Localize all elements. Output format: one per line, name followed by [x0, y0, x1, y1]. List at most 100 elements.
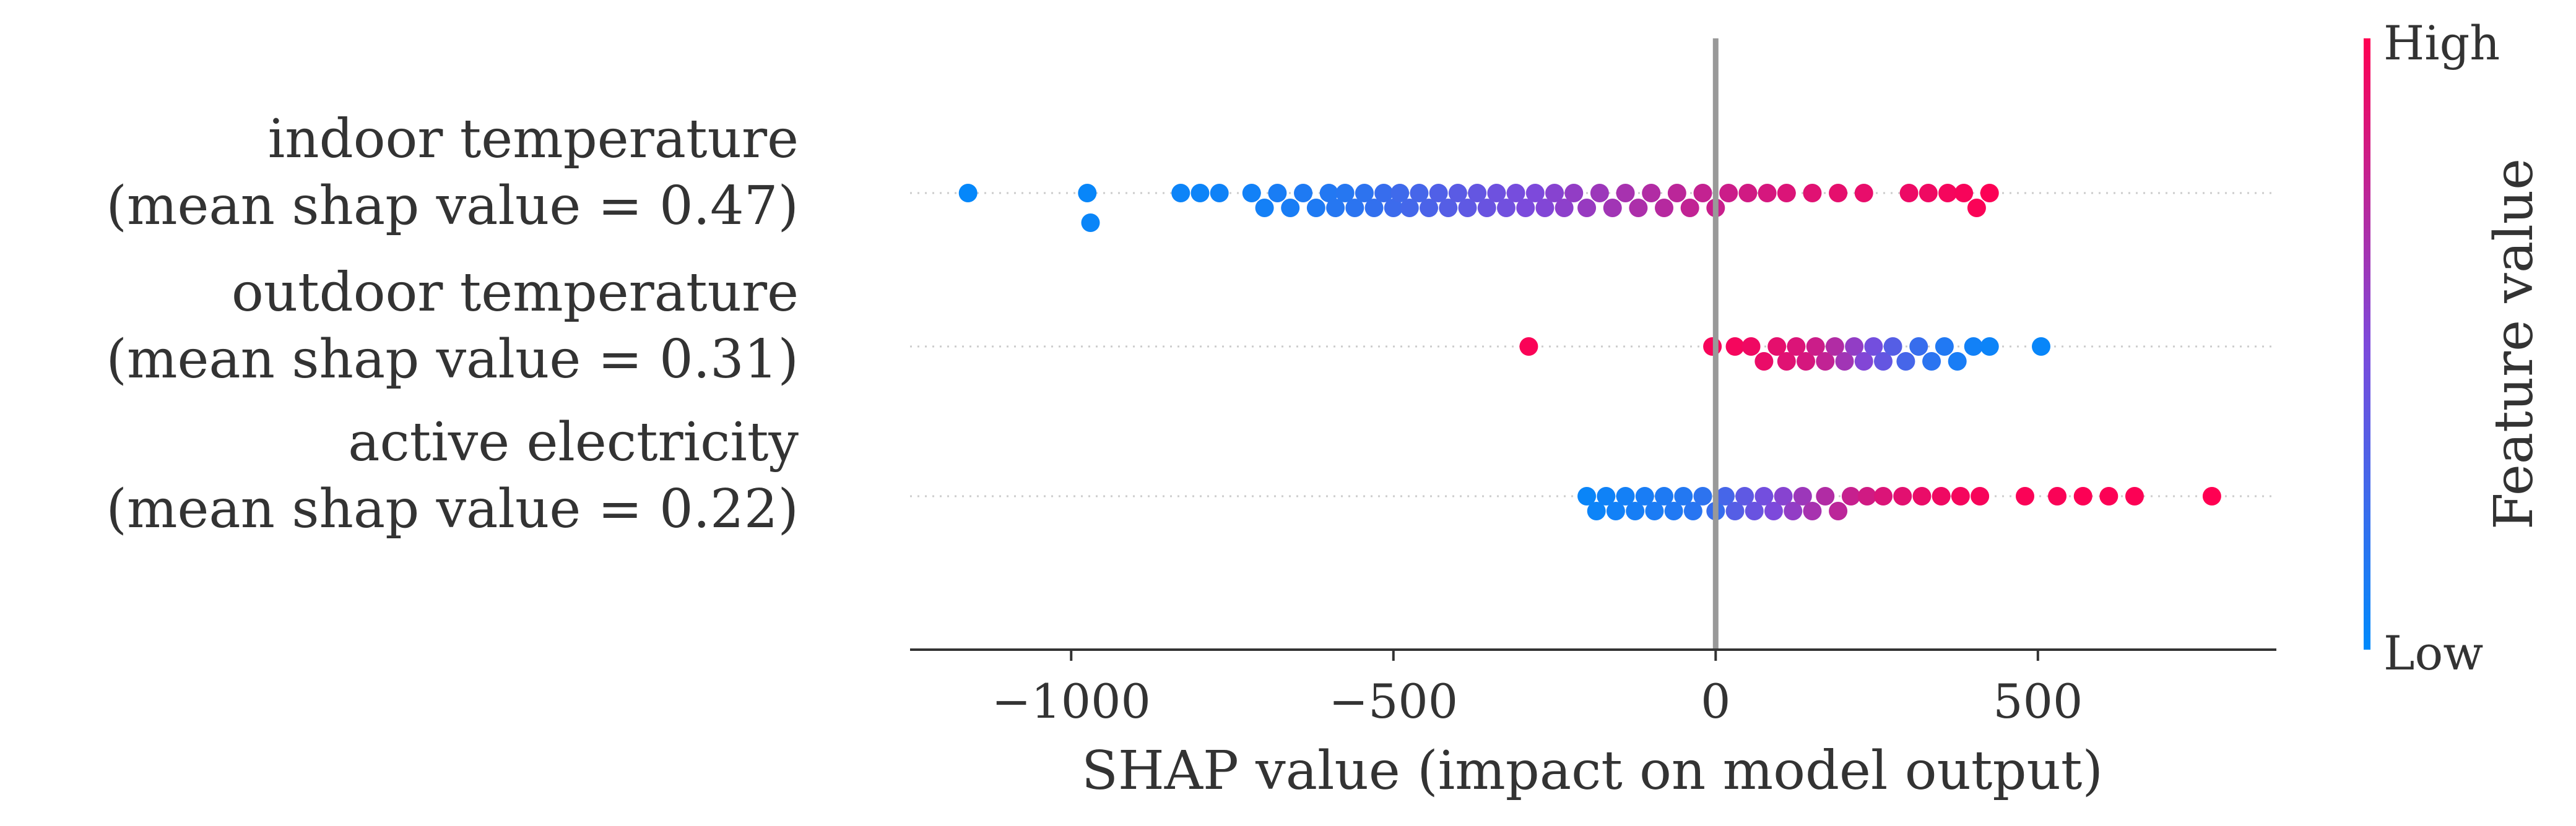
- colorbar-title: Feature value: [2483, 158, 2545, 530]
- shap-point: [1587, 502, 1606, 520]
- shap-point: [1081, 213, 1100, 232]
- shap-point: [1616, 487, 1635, 505]
- feature-labels: indoor temperature(mean shap value = 0.4…: [106, 108, 799, 540]
- shap-point: [1777, 184, 1796, 202]
- shap-point: [1326, 199, 1345, 217]
- shap-point: [1525, 184, 1545, 202]
- shap-point: [1980, 184, 1999, 202]
- x-tick-label: 0: [1701, 674, 1730, 729]
- shap-point: [1448, 184, 1467, 202]
- x-axis: −1000 −500 0 500: [910, 648, 2276, 729]
- shap-point: [1306, 199, 1325, 217]
- shap-point: [1597, 487, 1616, 505]
- shap-point: [1912, 487, 1932, 505]
- shap-point: [1171, 184, 1190, 202]
- shap-point: [1954, 184, 1974, 202]
- shap-point: [2073, 487, 2092, 505]
- shap-point: [1787, 337, 1806, 356]
- shap-point: [1390, 184, 1410, 202]
- shap-point: [1429, 184, 1448, 202]
- shap-point: [1883, 337, 1902, 356]
- shap-point: [1964, 337, 1983, 356]
- shap-point: [1255, 199, 1274, 217]
- shap-point: [1774, 487, 1793, 505]
- shap-point: [1725, 337, 1745, 356]
- shap-point: [1777, 352, 1796, 371]
- shap-point: [1703, 337, 1722, 356]
- feature-label-name: indoor temperature: [268, 108, 799, 170]
- shap-point: [1655, 199, 1674, 217]
- shap-point: [2202, 487, 2221, 505]
- shap-point: [1841, 487, 1860, 505]
- shap-point: [1374, 184, 1394, 202]
- shap-point: [1242, 184, 1261, 202]
- shap-point: [1829, 502, 1848, 520]
- shap-point: [1439, 199, 1458, 217]
- x-axis-label: SHAP value (impact on model output): [1082, 740, 2103, 802]
- x-tick-label: 500: [1993, 674, 2083, 729]
- shap-point: [1603, 199, 1622, 217]
- shap-point: [1577, 199, 1597, 217]
- shap-point: [1735, 487, 1754, 505]
- shap-point: [2032, 337, 2051, 356]
- shap-point: [1725, 502, 1745, 520]
- shap-point: [1516, 199, 1535, 217]
- shap-point: [1932, 487, 1951, 505]
- shap-point: [1784, 502, 1803, 520]
- shap-point: [1364, 199, 1384, 217]
- feature-label-name: outdoor temperature: [232, 262, 799, 324]
- shap-point: [1715, 487, 1735, 505]
- shap-point: [1667, 184, 1686, 202]
- shap-point: [1864, 337, 1883, 356]
- shap-point: [1496, 199, 1516, 217]
- shap-point: [1319, 184, 1338, 202]
- shap-point: [1683, 502, 1702, 520]
- shap-point: [1078, 184, 1097, 202]
- shap-point: [1664, 502, 1683, 520]
- shap-point: [958, 184, 978, 202]
- shap-point: [1935, 337, 1954, 356]
- colorbar: High Low Feature value: [2364, 15, 2545, 681]
- shap-point: [1893, 487, 1912, 505]
- shap-point: [1854, 352, 1873, 371]
- shap-point: [1741, 337, 1761, 356]
- shap-point: [1535, 199, 1555, 217]
- shap-point: [1873, 487, 1893, 505]
- shap-point: [1477, 199, 1496, 217]
- feature-label-name: active electricity: [348, 411, 799, 473]
- shap-point: [1577, 487, 1597, 505]
- shap-point: [1468, 184, 1487, 202]
- shap-point: [1355, 184, 1374, 202]
- shap-point: [1626, 502, 1645, 520]
- shap-point: [1335, 184, 1355, 202]
- shap-point: [1606, 502, 1625, 520]
- shap-point: [1674, 487, 1693, 505]
- shap-point: [1645, 502, 1664, 520]
- shap-point: [1655, 487, 1674, 505]
- shap-point: [1680, 199, 1699, 217]
- shap-point: [1971, 487, 1990, 505]
- shap-point: [1803, 502, 1822, 520]
- shap-point: [1754, 487, 1774, 505]
- shap-point: [1616, 184, 1635, 202]
- shap-point: [1693, 184, 1712, 202]
- shap-point: [1764, 502, 1783, 520]
- shap-point: [1825, 337, 1844, 356]
- shap-point: [1951, 487, 1970, 505]
- shap-point: [1754, 352, 1774, 371]
- colorbar-gradient: [2364, 38, 2370, 650]
- shap-point: [1629, 199, 1648, 217]
- shap-point: [1487, 184, 1506, 202]
- x-tick-label: −1000: [992, 674, 1151, 729]
- shap-point: [1899, 184, 1919, 202]
- shap-point: [1967, 199, 1986, 217]
- shap-point: [1545, 184, 1564, 202]
- shap-point: [1829, 184, 1848, 202]
- shap-point: [2125, 487, 2144, 505]
- shap-point: [1938, 184, 1958, 202]
- shap-point: [1693, 487, 1712, 505]
- shap-point: [1410, 184, 1429, 202]
- shap-point: [1980, 337, 1999, 356]
- shap-point: [1816, 352, 1835, 371]
